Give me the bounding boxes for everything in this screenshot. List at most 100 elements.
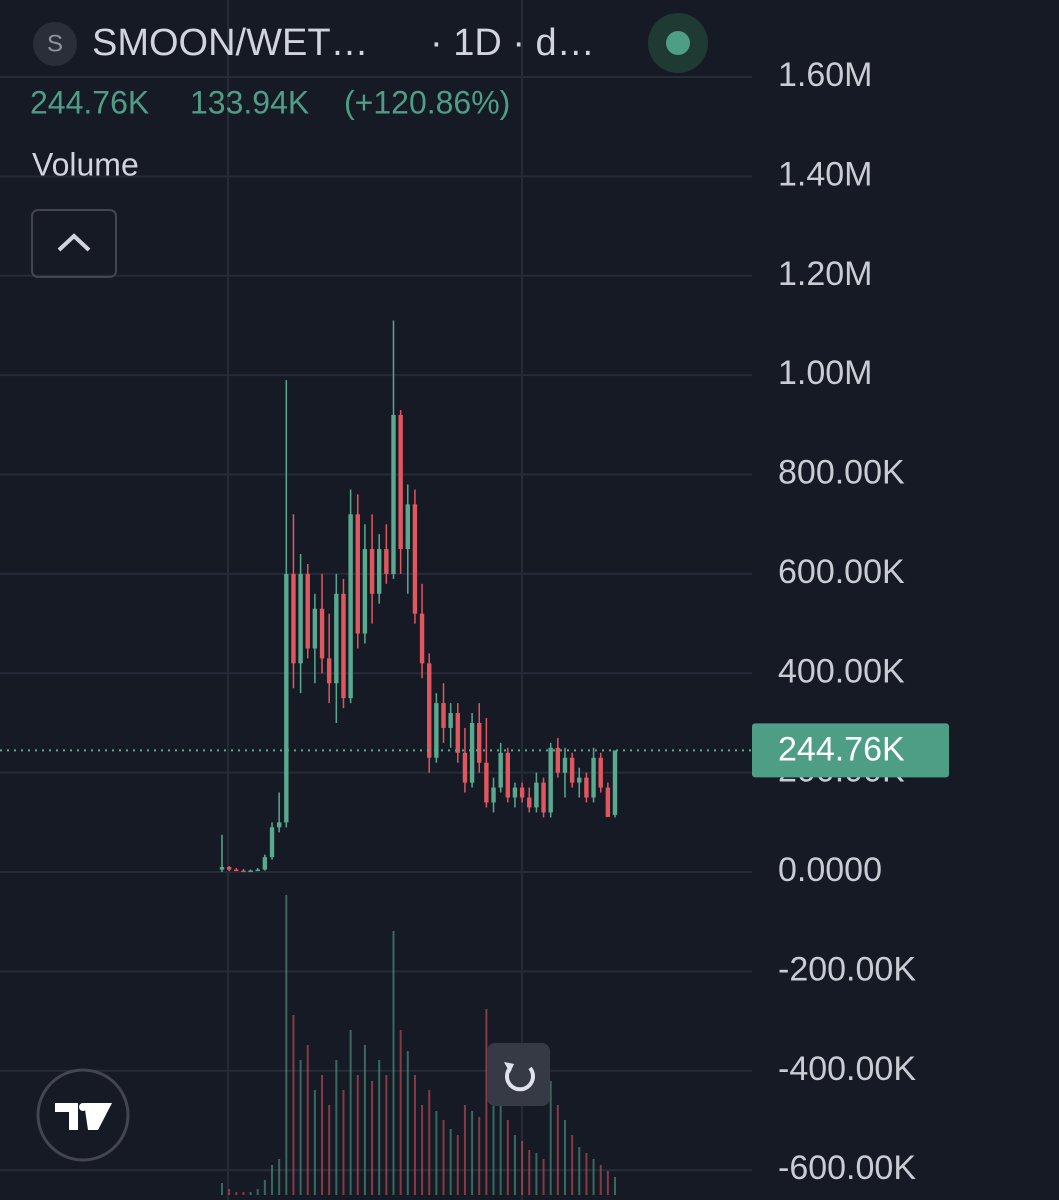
candles: [219, 320, 618, 873]
volume-bar: [263, 1180, 266, 1195]
candle-body: [384, 549, 389, 574]
candle-body: [534, 782, 539, 808]
volume-bar: [492, 1060, 495, 1195]
symbol-icon-letter: S: [47, 30, 63, 57]
candle-body: [419, 613, 425, 664]
candle-body: [569, 757, 575, 783]
collapse-icon: [57, 233, 91, 252]
candle-body: [241, 870, 246, 873]
candle-body: [612, 750, 618, 815]
interval[interactable]: · 1D · d…: [430, 22, 595, 64]
candle-body: [519, 787, 525, 798]
volume-bar: [428, 1090, 431, 1195]
volume-bar: [599, 1165, 602, 1195]
candle-body: [312, 608, 318, 649]
candle-body: [391, 414, 396, 574]
candle-body: [334, 593, 339, 684]
volume-bar: [228, 1189, 231, 1195]
candle-body: [477, 722, 482, 763]
volume-bar: [542, 1159, 545, 1195]
y-tick-label: -400.00K: [778, 1050, 916, 1088]
volume-bar: [435, 1111, 438, 1195]
candle-body: [462, 752, 468, 783]
candle-body: [605, 787, 611, 817]
price: 244.76K: [30, 84, 149, 120]
candle-body: [577, 777, 582, 783]
y-tick-label: 1.20M: [778, 255, 873, 293]
candle-body: [448, 713, 453, 728]
candle-body: [584, 777, 589, 798]
y-tick-label: 0.0000: [778, 851, 882, 889]
candle-body: [262, 857, 268, 870]
reset-button[interactable]: [487, 1043, 550, 1106]
logo: [55, 1103, 112, 1130]
volume-bar: [256, 1189, 259, 1195]
volume-bar: [285, 895, 288, 1195]
y-tick-label: 1.60M: [778, 56, 873, 94]
volume-bar: [242, 1192, 245, 1195]
reset-arrow: [504, 1062, 514, 1073]
y-tick-label: -600.00K: [778, 1149, 916, 1187]
price-axis: 1.60M 1.40M 1.20M 1.00M 800.00K 600.00K 400.00…: [0, 56, 949, 1187]
volume-bar: [335, 1060, 338, 1195]
candle-body: [226, 867, 232, 870]
volume-bar: [321, 1075, 324, 1195]
volume-bar: [485, 1009, 488, 1195]
volume-bar: [521, 1141, 524, 1195]
logo-button[interactable]: [36, 1068, 130, 1162]
logo-dot: [79, 1103, 87, 1111]
candle-body: [377, 549, 382, 594]
volume-bar: [549, 1081, 552, 1195]
candle-body: [369, 549, 375, 594]
volume-bar: [592, 1159, 595, 1195]
volume-bar: [442, 1120, 445, 1195]
volume-bar: [392, 931, 395, 1195]
volume-bar: [399, 1030, 402, 1195]
volume-bar: [421, 1105, 424, 1195]
volume-bar: [299, 1060, 302, 1195]
candle-body: [348, 514, 353, 699]
candle-body: [562, 757, 568, 773]
volume-bar: [271, 1165, 274, 1195]
volume-bar: [571, 1135, 574, 1195]
grid: [0, 76, 752, 1172]
volume-bar: [378, 1060, 381, 1195]
volume-bar: [306, 1045, 309, 1195]
candle-body: [434, 703, 439, 758]
candle-body: [512, 787, 518, 798]
y-tick-label: 800.00K: [778, 454, 905, 492]
candle-body: [541, 782, 546, 813]
last-price-label: 244.76K: [778, 730, 905, 768]
volume-label: Volume: [32, 146, 139, 182]
volume-bar: [563, 1120, 566, 1195]
candle-body: [527, 797, 532, 808]
candle-body: [219, 867, 225, 870]
candle-body: [441, 703, 446, 728]
change: 133.94K: [190, 84, 309, 120]
candle-body: [298, 573, 303, 664]
volume-bar: [371, 1081, 374, 1195]
collapse-button[interactable]: [31, 209, 117, 278]
candle-body: [284, 573, 289, 823]
volume-bar: [528, 1150, 531, 1195]
volume-bar: [342, 1090, 345, 1195]
candle-body: [234, 869, 239, 872]
volume-bar: [363, 1045, 366, 1195]
volume-bar: [606, 1171, 609, 1195]
status-dot: [666, 31, 690, 55]
change-pct: (+120.86%): [344, 84, 510, 120]
volume-bar: [614, 1177, 616, 1195]
volume-bar: [585, 1153, 588, 1195]
candle-body: [362, 549, 368, 634]
volume-bar: [463, 1105, 466, 1195]
symbol[interactable]: SMOON/WET…: [92, 22, 369, 64]
volume-bar: [385, 1075, 388, 1195]
volume-bar: [328, 1105, 331, 1195]
volume-bar: [456, 1135, 459, 1195]
volume-bar: [449, 1129, 452, 1195]
candle-body: [505, 752, 511, 798]
candle-body: [591, 757, 596, 798]
y-tick-label: 1.00M: [778, 354, 873, 392]
